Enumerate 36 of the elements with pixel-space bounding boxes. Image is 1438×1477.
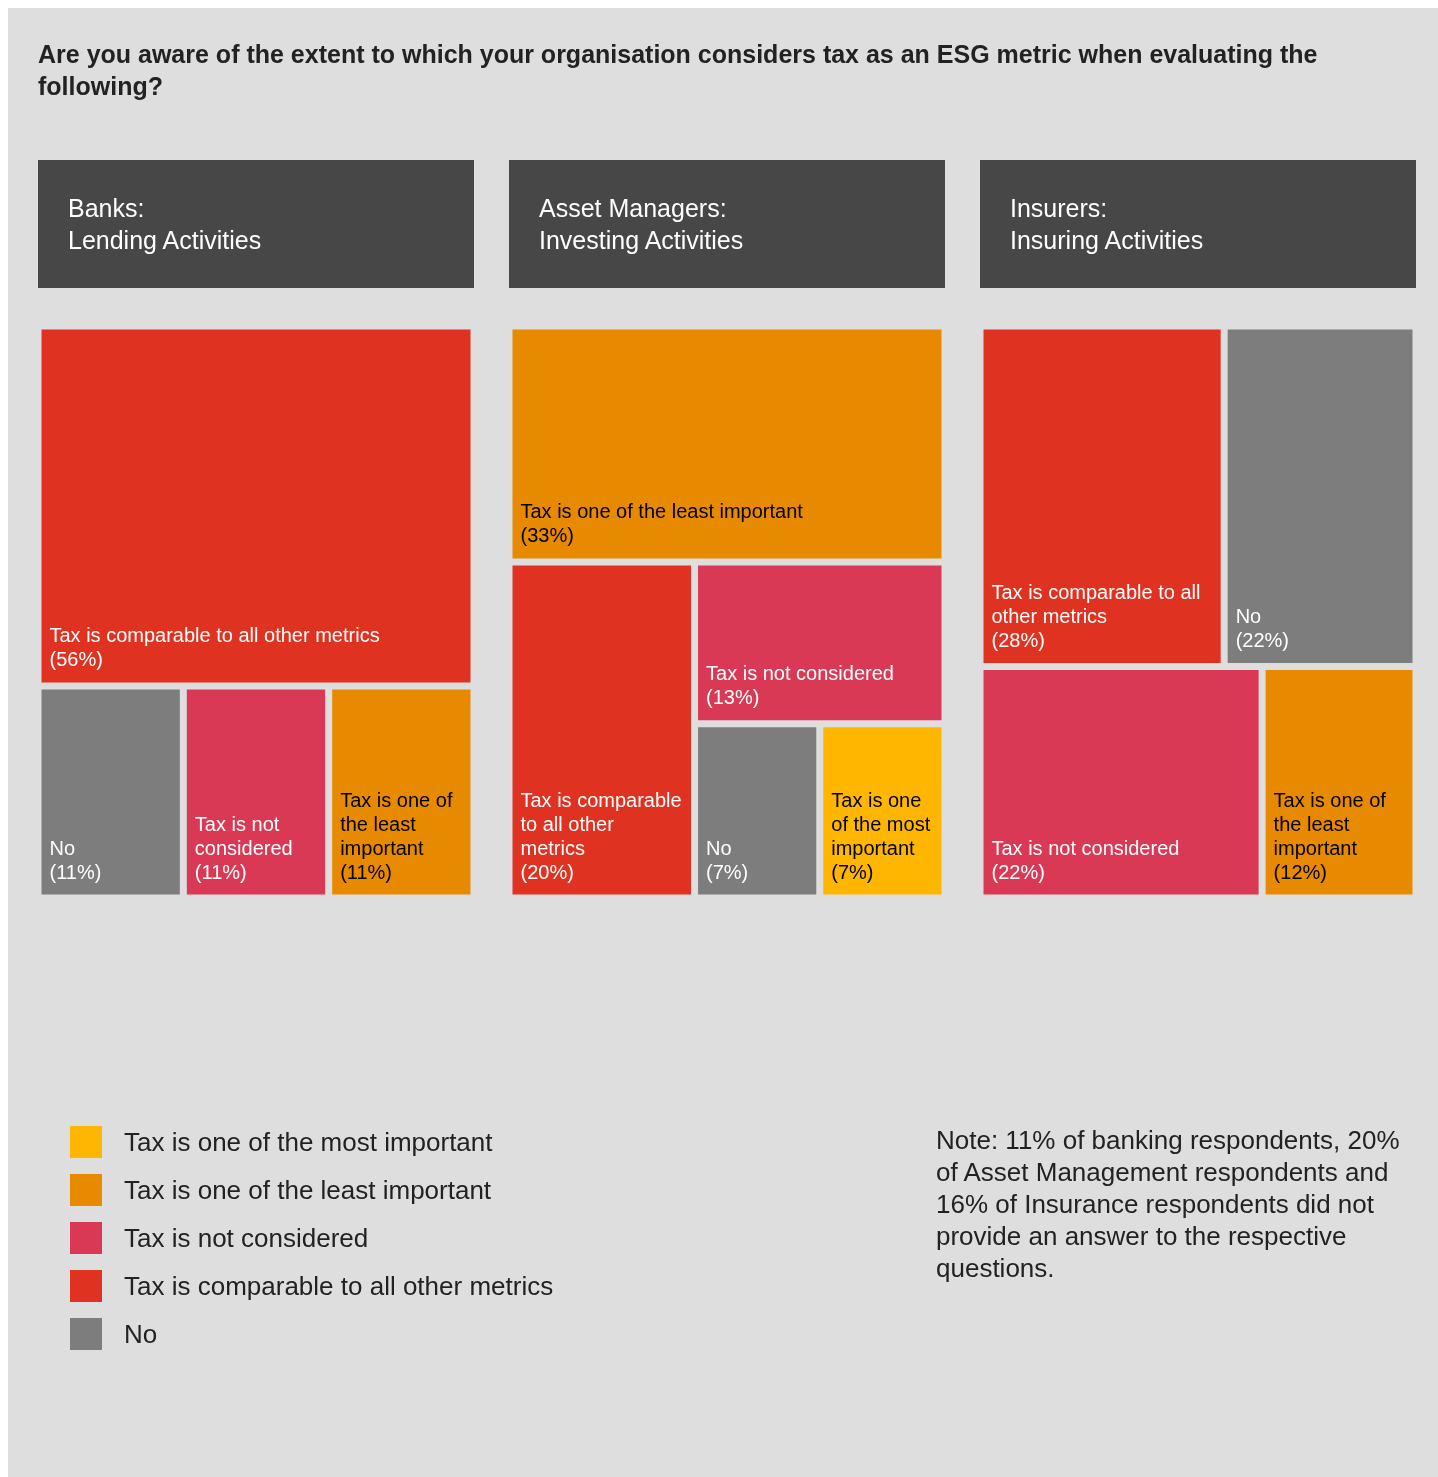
category-label: Tax is comparable to all other metrics	[124, 1270, 554, 1302]
data-label: (7%)	[831, 860, 874, 883]
data-label: (22%)	[1235, 628, 1290, 651]
category-label: Tax is not considered	[124, 1222, 369, 1254]
data-label: (33%)	[520, 524, 574, 547]
category-label: No	[49, 836, 76, 859]
data-label: (11%)	[194, 860, 247, 883]
category-label: Tax is comparable to all other metrics	[991, 580, 1201, 627]
text: Insurers: Insuring Activities	[980, 160, 1416, 288]
data-label: (11%)	[340, 860, 393, 883]
category-label: Tax is one of the least important	[1273, 788, 1387, 859]
category-label: No	[124, 1318, 158, 1350]
category-label: Tax is not considered	[706, 662, 894, 685]
category-label: Tax is not considered	[194, 812, 293, 859]
data-label: (12%)	[1273, 860, 1327, 883]
text: Banks: Lending Activities	[38, 160, 474, 288]
text: Note: 11% of banking respondents, 20% of Asset Management respondents and 16% of Insurance respondents did not provide an answer to the respective questions.	[936, 1124, 1401, 1284]
category-label: Tax is comparable to all other metrics	[520, 788, 682, 859]
data-label: (22%)	[991, 860, 1045, 883]
data-label: (11%)	[49, 860, 102, 883]
category-label: Tax is comparable to all other metrics	[49, 624, 380, 647]
data-label: (13%)	[706, 686, 760, 709]
category-label: Tax is not considered	[991, 836, 1180, 859]
category-label: Tax is one of the most important	[831, 788, 931, 859]
data-label: (28%)	[991, 628, 1045, 651]
category-label: Tax is one of the least important	[124, 1174, 492, 1206]
text: Asset Managers: Investing Activities	[509, 160, 945, 288]
data-label: (20%)	[520, 860, 574, 883]
category-label: Tax is one of the least important	[340, 788, 453, 859]
category-label: Tax is one of the least important	[520, 500, 804, 523]
data-label: (56%)	[49, 648, 103, 671]
data-label: (7%)	[706, 860, 749, 883]
text: Are you aware of the extent to which your organisation considers tax as an ESG metric when evaluating the following?	[38, 39, 1319, 102]
category-label: No	[706, 836, 732, 859]
category-label: Tax is one of the most important	[124, 1126, 493, 1158]
category-label: No	[1235, 604, 1262, 627]
